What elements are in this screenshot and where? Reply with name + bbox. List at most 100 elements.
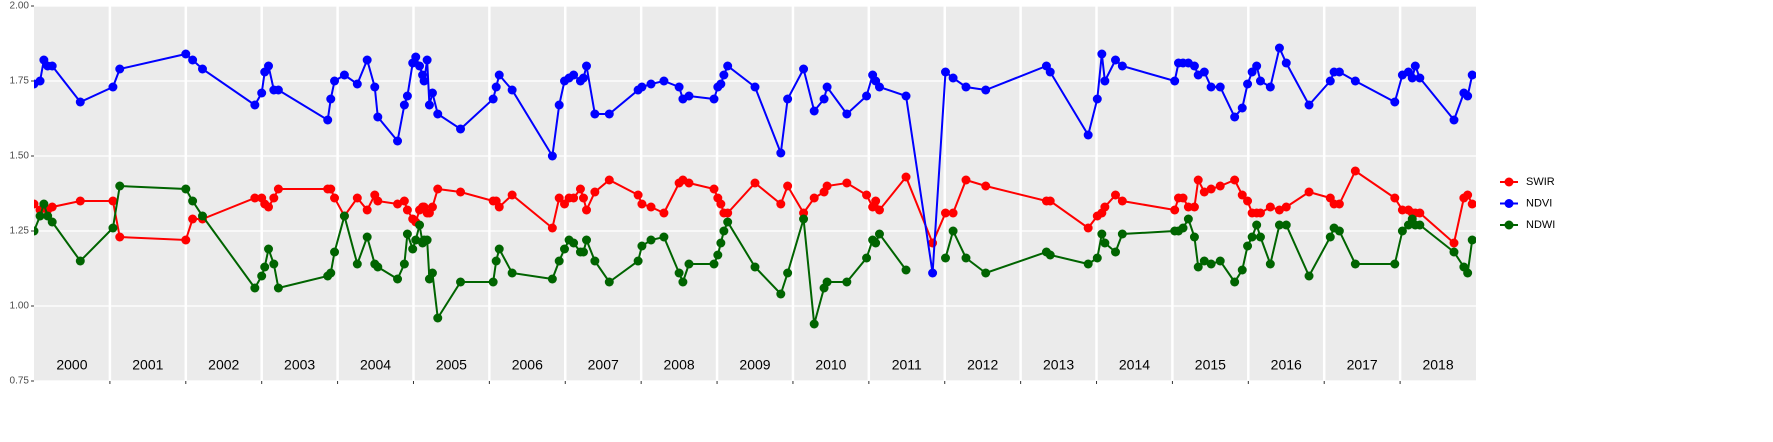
- point: [433, 109, 443, 119]
- point: [1097, 229, 1107, 239]
- point: [582, 235, 592, 245]
- year-label: 2006: [512, 357, 543, 373]
- point: [874, 205, 884, 215]
- point: [554, 193, 564, 203]
- point: [1117, 61, 1127, 71]
- legend-label: NDVI: [1526, 197, 1552, 209]
- point: [783, 94, 793, 104]
- y-tick-label: 1.50: [10, 151, 30, 162]
- year-label: 2002: [208, 357, 239, 373]
- point: [1325, 76, 1335, 86]
- y-tick-label: 1.00: [10, 301, 30, 312]
- point: [1083, 130, 1093, 140]
- point: [709, 94, 719, 104]
- point: [427, 202, 437, 212]
- point: [411, 52, 421, 62]
- point: [115, 181, 125, 191]
- point: [339, 70, 349, 80]
- point: [750, 82, 760, 92]
- point: [75, 196, 85, 206]
- point: [809, 106, 819, 116]
- point: [494, 202, 504, 212]
- point: [1449, 238, 1459, 248]
- point: [1178, 193, 1188, 203]
- point: [491, 82, 501, 92]
- point: [590, 187, 600, 197]
- point: [75, 97, 85, 107]
- point: [424, 100, 434, 110]
- year-label: 2008: [664, 357, 695, 373]
- point: [273, 283, 283, 293]
- point: [799, 214, 809, 224]
- point: [723, 208, 733, 218]
- point: [961, 253, 971, 263]
- point: [1237, 103, 1247, 113]
- point: [393, 136, 403, 146]
- point: [716, 79, 726, 89]
- year-label: 2005: [436, 357, 467, 373]
- point: [709, 184, 719, 194]
- point: [1467, 70, 1476, 80]
- point: [115, 64, 125, 74]
- point: [822, 82, 832, 92]
- point: [1265, 82, 1275, 92]
- legend-label: SWIR: [1526, 176, 1555, 188]
- point: [47, 61, 57, 71]
- point: [1092, 253, 1102, 263]
- point: [948, 73, 958, 83]
- point: [181, 235, 191, 245]
- point: [456, 124, 466, 134]
- point: [750, 262, 760, 272]
- point: [809, 193, 819, 203]
- point: [269, 259, 279, 269]
- point: [783, 181, 793, 191]
- point: [408, 244, 418, 254]
- point: [1407, 73, 1417, 83]
- point: [1243, 79, 1253, 89]
- year-label: 2018: [1422, 357, 1453, 373]
- point: [370, 82, 380, 92]
- year-label: 2012: [967, 357, 998, 373]
- point: [456, 277, 466, 287]
- point: [604, 109, 614, 119]
- point: [39, 199, 49, 209]
- point: [47, 217, 57, 227]
- point: [874, 82, 884, 92]
- point: [1449, 115, 1459, 125]
- point: [433, 184, 443, 194]
- point: [1334, 226, 1344, 236]
- point: [582, 61, 592, 71]
- point: [1183, 214, 1193, 224]
- point: [188, 214, 198, 224]
- point: [1390, 97, 1400, 107]
- point: [723, 217, 733, 227]
- point: [776, 199, 786, 209]
- year-label: 2001: [132, 357, 163, 373]
- point: [659, 232, 669, 242]
- point: [422, 55, 432, 65]
- point: [569, 238, 579, 248]
- point: [250, 283, 260, 293]
- point: [809, 319, 819, 329]
- point: [1230, 112, 1240, 122]
- point: [1350, 259, 1360, 269]
- point: [47, 202, 57, 212]
- point: [1189, 202, 1199, 212]
- point: [1083, 259, 1093, 269]
- point: [1237, 265, 1247, 275]
- point: [399, 259, 409, 269]
- point: [75, 256, 85, 266]
- legend-marker: [1504, 220, 1514, 230]
- point: [1350, 166, 1360, 176]
- year-label: 2011: [892, 357, 922, 373]
- point: [362, 232, 372, 242]
- point: [1189, 61, 1199, 71]
- point: [928, 268, 938, 278]
- point: [494, 244, 504, 254]
- point: [273, 85, 283, 95]
- point: [419, 76, 429, 86]
- point: [646, 235, 656, 245]
- point: [1111, 55, 1120, 65]
- point: [250, 193, 260, 203]
